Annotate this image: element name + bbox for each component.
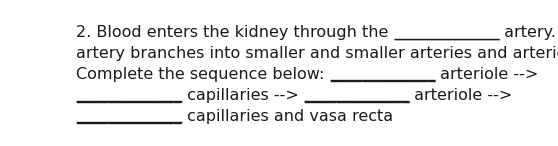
Text: _____________: _____________ <box>304 88 410 103</box>
Text: capillaries -->: capillaries --> <box>182 88 304 103</box>
Text: _____________: _____________ <box>330 67 435 82</box>
Text: Complete the sequence below:: Complete the sequence below: <box>76 67 330 82</box>
Text: 2. Blood enters the kidney through the: 2. Blood enters the kidney through the <box>76 25 394 40</box>
Text: _____________: _____________ <box>76 109 182 124</box>
Text: _____________: _____________ <box>76 88 182 103</box>
Text: capillaries and vasa recta: capillaries and vasa recta <box>182 109 393 124</box>
Text: artery. The: artery. The <box>499 25 558 40</box>
Text: arteriole -->: arteriole --> <box>410 88 513 103</box>
Text: _____________: _____________ <box>394 25 499 40</box>
Text: arteriole -->: arteriole --> <box>435 67 538 82</box>
Text: artery branches into smaller and smaller arteries and arterioles.: artery branches into smaller and smaller… <box>76 46 558 61</box>
